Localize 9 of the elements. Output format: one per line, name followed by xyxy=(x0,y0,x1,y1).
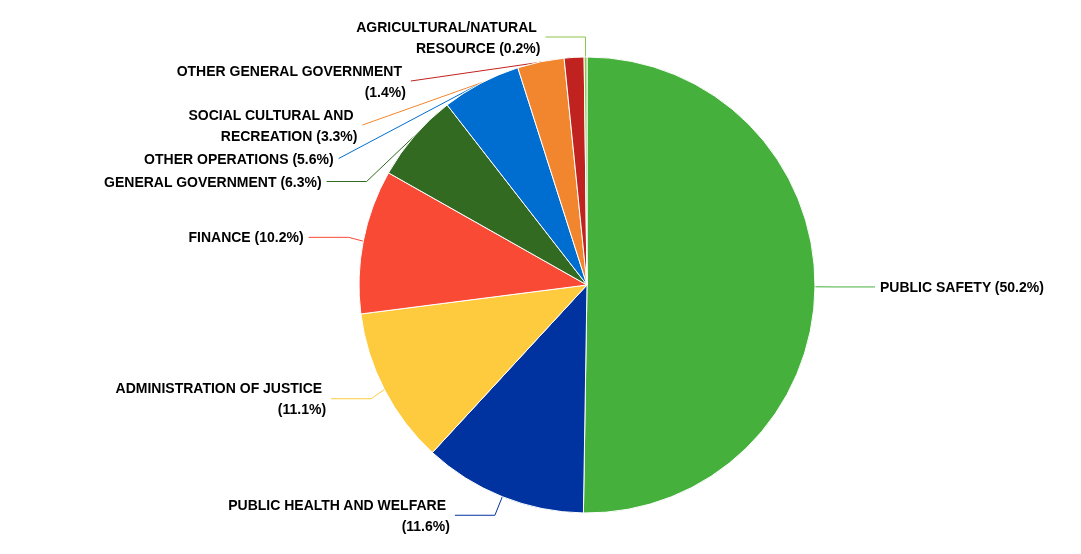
slice-label: SOCIAL CULTURAL AND RECREATION (3.3%) xyxy=(188,106,358,144)
slice-label: PUBLIC HEALTH AND WELFARE (11.6%) xyxy=(228,496,450,534)
slice-label: FINANCE (10.2%) xyxy=(188,229,304,246)
slice-label: GENERAL GOVERNMENT (6.3%) xyxy=(104,173,322,190)
slice-label: ADMINISTRATION OF JUSTICE (11.1%) xyxy=(115,380,327,418)
slice-label: OTHER OPERATIONS (5.6%) xyxy=(144,150,334,167)
slice-label: AGRICULTURAL/NATURAL RESOURCE (0.2%) xyxy=(356,18,541,56)
slice-label: PUBLIC SAFETY (50.2%) xyxy=(879,278,1044,295)
slice-label: OTHER GENERAL GOVERNMENT (1.4%) xyxy=(176,62,406,100)
